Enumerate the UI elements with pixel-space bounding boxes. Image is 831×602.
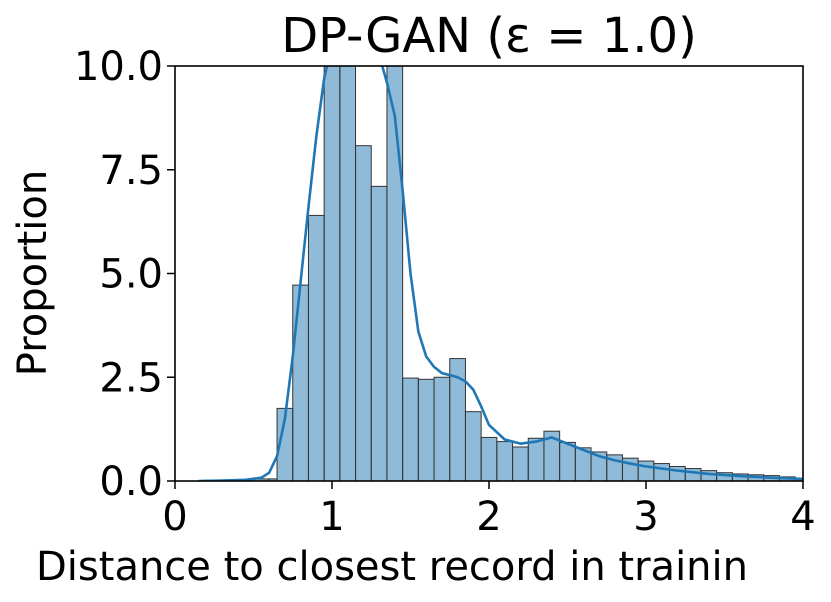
- x-tick-label: 4: [790, 494, 815, 540]
- y-tick-label: 7.5: [99, 148, 163, 194]
- histogram-bar: [370, 185, 388, 481]
- histogram-bar: [402, 377, 419, 481]
- x-tick-label: 1: [319, 494, 344, 540]
- x-tick-label: 0: [162, 494, 187, 540]
- y-axis-label: Proportion: [10, 170, 56, 376]
- histogram-bar: [323, 66, 341, 481]
- histogram-bar: [559, 441, 576, 481]
- kde-curve-group: [198, 66, 803, 481]
- kde-line: [198, 66, 803, 481]
- histogram-bar: [496, 441, 514, 481]
- histogram-bar: [307, 214, 325, 481]
- histogram-bar: [653, 463, 671, 481]
- histogram-bar: [527, 437, 545, 481]
- histogram-bar: [464, 411, 482, 481]
- y-tick-label: 0.0: [99, 459, 163, 505]
- y-tick-label: 2.5: [99, 355, 163, 401]
- x-tick-label: 2: [476, 494, 501, 540]
- y-tick-label: 5.0: [99, 252, 163, 298]
- histogram-bars: [205, 66, 803, 481]
- histogram-bar: [417, 378, 435, 481]
- y-tick-label: 10.0: [74, 44, 163, 90]
- histogram-bar: [480, 436, 498, 481]
- histogram-bar: [637, 460, 655, 481]
- x-axis-label: Distance to closest record in trainin: [36, 544, 748, 590]
- histogram-bar: [339, 66, 357, 481]
- histogram-bar: [355, 145, 372, 481]
- chart-title: DP-GAN (ε = 1.0): [281, 8, 697, 64]
- histogram-bar: [512, 446, 529, 481]
- plot-frame: [174, 65, 804, 482]
- x-tick-label: 3: [633, 494, 658, 540]
- histogram-bar: [433, 376, 451, 481]
- y-axis-ticks: 0.0 2.5 5.0 7.5 10.0: [74, 44, 175, 505]
- x-axis-ticks: 0 1 2 3 4: [162, 481, 816, 540]
- histogram-bar: [386, 66, 404, 481]
- histogram-bar: [292, 284, 309, 481]
